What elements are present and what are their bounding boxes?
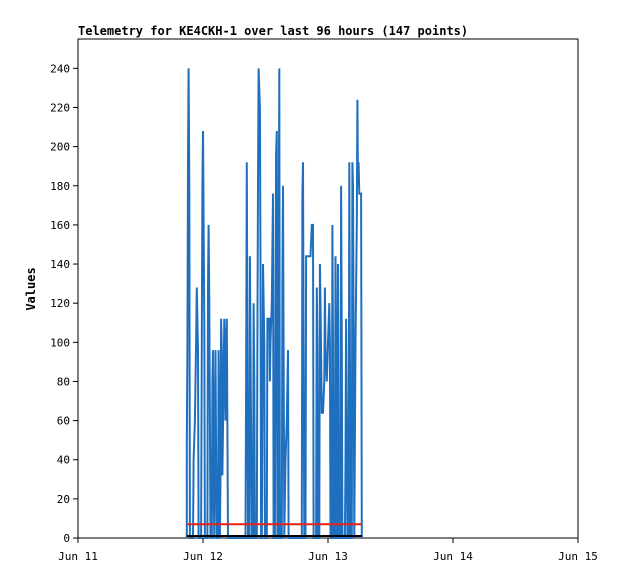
y-tick-label: 120 (50, 297, 70, 310)
y-tick-label: 20 (57, 493, 70, 506)
y-tick-label: 160 (50, 219, 70, 232)
y-tick-label: 220 (50, 101, 70, 114)
y-tick-label: 240 (50, 62, 70, 75)
y-axis: 0 20 40 60 80 100 120 140 160 180 200 220 240 (50, 62, 78, 545)
y-tick-label: 80 (57, 375, 70, 388)
y-tick-label: 100 (50, 336, 70, 349)
x-tick-label: Jun 12 (183, 550, 223, 563)
x-tick-label: Jun 13 (308, 550, 348, 563)
y-tick-label: 200 (50, 141, 70, 154)
y-tick-label: 180 (50, 180, 70, 193)
x-tick-label: Jun 11 (58, 550, 98, 563)
y-tick-label: 0 (63, 532, 70, 545)
y-tick-label: 40 (57, 454, 70, 467)
y-axis-label: Values (24, 267, 38, 310)
chart-title: Telemetry for KE4CKH-1 over last 96 hour… (78, 24, 468, 38)
y-tick-label: 140 (50, 258, 70, 271)
x-axis: Jun 11 Jun 12 Jun 13 Jun 14 Jun 15 (58, 538, 598, 563)
x-tick-label: Jun 15 (558, 550, 598, 563)
y-tick-label: 60 (57, 415, 70, 428)
plot-series (185, 68, 363, 539)
series-line-1 (185, 68, 363, 539)
plot-frame (77, 38, 579, 539)
x-tick-label: Jun 14 (433, 550, 473, 563)
